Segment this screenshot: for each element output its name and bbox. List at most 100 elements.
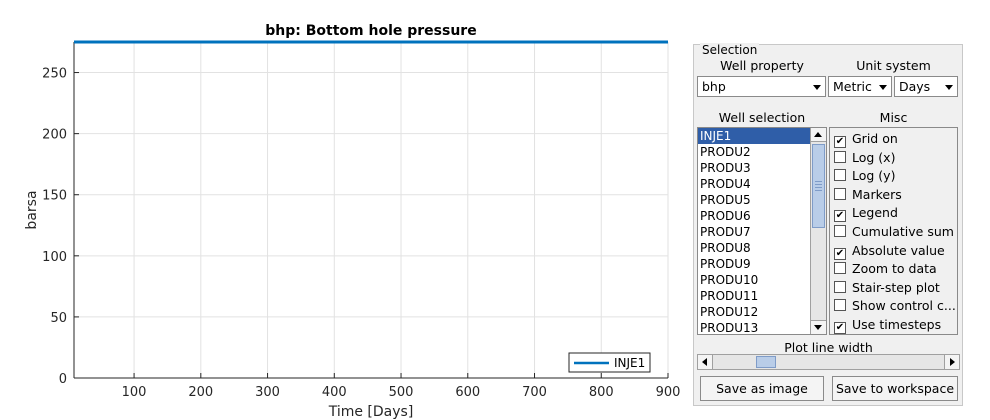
arrow-down-icon [814, 325, 822, 330]
plot-area: 100 200 300 400 500 600 700 800 900 0 50 100 150 200 2… [24, 23, 681, 420]
y-tick-label: 0 [59, 372, 67, 387]
well-list-item[interactable]: PRODU7 [700, 225, 751, 239]
legend-entry: INJE1 [614, 356, 645, 370]
slider-left-button[interactable] [698, 355, 713, 369]
well-list-item[interactable]: PRODU3 [700, 161, 751, 175]
well-list-item[interactable]: PRODU9 [700, 257, 751, 271]
misc-label: Misc [879, 110, 908, 125]
checkbox-unchecked-icon[interactable] [834, 299, 846, 312]
well-list-item[interactable]: PRODU2 [700, 145, 751, 159]
well-list-item[interactable]: PRODU4 [700, 177, 751, 191]
x-tick-label: 700 [522, 385, 547, 400]
well-selection-label: Well selection [718, 110, 806, 125]
x-axis-label: Time [Days] [328, 404, 414, 420]
misc-option-label: Log (x) [852, 149, 896, 165]
misc-option-label: Zoom to data [852, 261, 937, 277]
checkbox-unchecked-icon[interactable] [834, 262, 846, 275]
misc-option-label: Show control c... [852, 298, 956, 314]
misc-option-row[interactable]: Log (x) [834, 149, 895, 167]
checkbox-unchecked-icon[interactable] [834, 225, 846, 237]
well-list-item[interactable]: PRODU6 [700, 209, 751, 223]
well-list-item[interactable]: PRODU12 [700, 305, 759, 319]
line-width-label: Plot line width [784, 340, 873, 355]
well-list-item[interactable]: PRODU5 [700, 193, 751, 207]
save-to-workspace-button[interactable]: Save to workspace [832, 376, 958, 401]
well-list-item[interactable]: PRODU11 [700, 289, 759, 303]
y-tick-label: 200 [42, 128, 67, 143]
arrow-up-icon [814, 132, 822, 137]
checkbox-checked-icon[interactable]: ✔ [834, 136, 846, 148]
arrow-right-icon [950, 358, 955, 366]
chart-title: bhp: Bottom hole pressure [265, 23, 476, 39]
x-tick-label: 500 [389, 385, 414, 400]
chevron-down-icon [945, 85, 953, 90]
selection-group-label: Selection [700, 43, 760, 57]
axes-background [74, 42, 668, 378]
misc-option-row[interactable]: Cumulative sum [834, 223, 954, 241]
time-unit-value: Days [899, 79, 931, 94]
y-tick-label: 50 [50, 311, 67, 326]
checkbox-checked-icon[interactable]: ✔ [834, 322, 846, 334]
y-tick-label: 150 [42, 189, 67, 204]
x-tick-label: 600 [455, 385, 480, 400]
y-tick-label: 100 [42, 250, 67, 265]
well-selection-list[interactable]: INJE1 PRODU2 PRODU3 PRODU4 PRODU5 PRODU6 PRODU… [697, 127, 827, 335]
grip-icon [815, 181, 822, 191]
misc-option-row[interactable]: Stair-step plot [834, 279, 940, 297]
misc-option-row[interactable]: Zoom to data [834, 260, 937, 278]
well-property-label: Well property [720, 58, 804, 73]
slider-right-button[interactable] [944, 355, 959, 369]
well-list-item[interactable]: PRODU8 [700, 241, 751, 255]
misc-option-label: Grid on [852, 131, 898, 146]
misc-option-row[interactable]: Show control c... [834, 297, 956, 315]
checkbox-checked-icon[interactable]: ✔ [834, 210, 846, 223]
unit-system-value: Metric [833, 79, 872, 94]
well-list-item[interactable]: PRODU13 [700, 321, 759, 335]
misc-options: ✔ Grid on Log (x) Log (y) Markers ✔ Legend Cumu… [829, 127, 958, 335]
save-as-image-button[interactable]: Save as image [700, 376, 824, 401]
well-list-item[interactable]: INJE1 [698, 128, 826, 144]
scroll-thumb[interactable] [812, 144, 825, 228]
misc-option-row[interactable]: Markers [834, 186, 902, 204]
misc-option-label: Use timesteps [852, 317, 942, 332]
misc-option-row[interactable]: ✔ Absolute value [834, 242, 945, 260]
chevron-down-icon [879, 85, 887, 90]
slider-thumb[interactable] [756, 356, 776, 368]
checkbox-unchecked-icon[interactable] [834, 187, 846, 200]
misc-option-label: Absolute value [852, 242, 945, 258]
x-tick-label: 300 [255, 385, 280, 400]
checkbox-unchecked-icon[interactable] [834, 169, 846, 182]
well-list-scrollbar[interactable] [810, 128, 826, 334]
well-property-value: bhp [702, 79, 726, 94]
checkbox-checked-icon[interactable]: ✔ [834, 247, 846, 260]
misc-option-row[interactable]: ✔ Use timesteps [834, 316, 941, 334]
misc-option-label: Log (y) [852, 168, 896, 184]
scroll-down-button[interactable] [811, 320, 826, 334]
y-axis-label: barsa [24, 190, 40, 229]
misc-option-row[interactable]: Log (y) [834, 167, 895, 185]
misc-option-label: Legend [852, 205, 898, 221]
x-tick-label: 400 [322, 385, 347, 400]
unit-system-label: Unit system [856, 58, 931, 73]
time-unit-dropdown[interactable]: Days [894, 76, 958, 97]
well-list-item[interactable]: PRODU10 [700, 273, 759, 287]
y-tick-label: 250 [42, 67, 67, 82]
legend-box [568, 352, 651, 373]
checkbox-unchecked-icon[interactable] [834, 150, 846, 163]
x-tick-label: 900 [656, 385, 681, 400]
x-tick-label: 800 [589, 385, 614, 400]
misc-option-label: Stair-step plot [852, 279, 940, 295]
scroll-up-button[interactable] [811, 128, 826, 142]
well-property-dropdown[interactable]: bhp [697, 76, 826, 97]
misc-option-label: Cumulative sum [852, 224, 954, 239]
line-width-slider[interactable] [697, 354, 960, 370]
unit-system-dropdown[interactable]: Metric [828, 76, 892, 97]
misc-option-row[interactable]: ✔ Grid on [834, 130, 898, 148]
misc-option-label: Markers [852, 186, 902, 202]
x-tick-label: 100 [122, 385, 147, 400]
chevron-down-icon [813, 85, 821, 90]
checkbox-unchecked-icon[interactable] [834, 280, 846, 293]
x-tick-label: 200 [188, 385, 213, 400]
arrow-left-icon [702, 358, 707, 366]
misc-option-row[interactable]: ✔ Legend [834, 204, 898, 223]
